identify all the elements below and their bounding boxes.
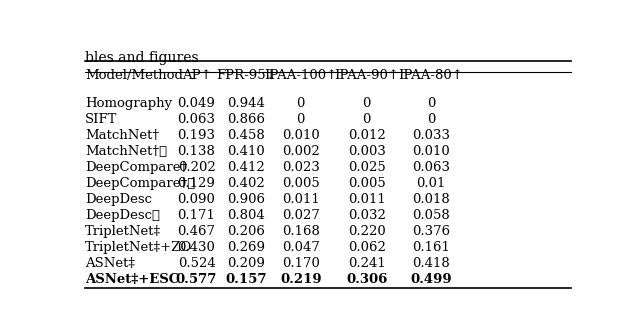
Text: 0.161: 0.161 xyxy=(412,241,450,254)
Text: bles and figures: bles and figures xyxy=(85,51,198,65)
Text: 0.220: 0.220 xyxy=(348,225,385,238)
Text: 0.063: 0.063 xyxy=(412,161,450,174)
Text: 0.376: 0.376 xyxy=(412,225,450,238)
Text: IPAA-80↑: IPAA-80↑ xyxy=(399,69,463,81)
Text: 0.049: 0.049 xyxy=(178,97,216,110)
Text: Homography: Homography xyxy=(85,97,172,110)
Text: 0.011: 0.011 xyxy=(282,193,319,206)
Text: 0.063: 0.063 xyxy=(177,113,216,126)
Text: 0.033: 0.033 xyxy=(412,129,450,142)
Text: 0.206: 0.206 xyxy=(227,225,265,238)
Text: 0.219: 0.219 xyxy=(280,273,321,286)
Text: AP↑: AP↑ xyxy=(182,69,211,81)
Text: DeepCompare†★: DeepCompare†★ xyxy=(85,177,195,190)
Text: 0.157: 0.157 xyxy=(225,273,267,286)
Text: 0.003: 0.003 xyxy=(348,145,386,158)
Text: MatchNet†★: MatchNet†★ xyxy=(85,145,167,158)
Text: 0.577: 0.577 xyxy=(176,273,217,286)
Text: 0.402: 0.402 xyxy=(227,177,265,190)
Text: 0.138: 0.138 xyxy=(178,145,216,158)
Text: ASNet‡+ESC: ASNet‡+ESC xyxy=(85,273,179,286)
Text: 0.170: 0.170 xyxy=(282,257,319,270)
Text: 0.062: 0.062 xyxy=(348,241,386,254)
Text: SIFT: SIFT xyxy=(85,113,117,126)
Text: DeepDesc: DeepDesc xyxy=(85,193,152,206)
Text: 0.027: 0.027 xyxy=(282,209,319,222)
Text: Model/Method: Model/Method xyxy=(85,69,183,81)
Text: 0: 0 xyxy=(296,97,305,110)
Text: 0.171: 0.171 xyxy=(178,209,216,222)
Text: 0.168: 0.168 xyxy=(282,225,319,238)
Text: ASNet‡: ASNet‡ xyxy=(85,257,135,270)
Text: 0.193: 0.193 xyxy=(177,129,216,142)
Text: DeepCompare†: DeepCompare† xyxy=(85,161,188,174)
Text: 0.002: 0.002 xyxy=(282,145,319,158)
Text: 0.058: 0.058 xyxy=(412,209,450,222)
Text: IPAA-90↑: IPAA-90↑ xyxy=(334,69,399,81)
Text: 0.012: 0.012 xyxy=(348,129,385,142)
Text: 0.010: 0.010 xyxy=(282,129,319,142)
Text: 0.866: 0.866 xyxy=(227,113,265,126)
Text: 0: 0 xyxy=(296,113,305,126)
Text: 0.025: 0.025 xyxy=(348,161,385,174)
Text: 0.269: 0.269 xyxy=(227,241,265,254)
Text: 0.01: 0.01 xyxy=(417,177,446,190)
Text: 0.944: 0.944 xyxy=(227,97,265,110)
Text: 0.906: 0.906 xyxy=(227,193,265,206)
Text: 0.010: 0.010 xyxy=(412,145,450,158)
Text: FPR-95↓: FPR-95↓ xyxy=(216,69,276,81)
Text: TripletNet‡+ZO: TripletNet‡+ZO xyxy=(85,241,192,254)
Text: 0.047: 0.047 xyxy=(282,241,319,254)
Text: 0.011: 0.011 xyxy=(348,193,385,206)
Text: 0.241: 0.241 xyxy=(348,257,385,270)
Text: 0.306: 0.306 xyxy=(346,273,387,286)
Text: 0.209: 0.209 xyxy=(227,257,265,270)
Text: 0.524: 0.524 xyxy=(178,257,216,270)
Text: 0.418: 0.418 xyxy=(412,257,450,270)
Text: 0.018: 0.018 xyxy=(412,193,450,206)
Text: 0: 0 xyxy=(362,97,371,110)
Text: MatchNet†: MatchNet† xyxy=(85,129,159,142)
Text: 0.804: 0.804 xyxy=(227,209,265,222)
Text: 0.412: 0.412 xyxy=(227,161,265,174)
Text: 0.023: 0.023 xyxy=(282,161,319,174)
Text: 0: 0 xyxy=(362,113,371,126)
Text: 0: 0 xyxy=(427,113,435,126)
Text: 0.410: 0.410 xyxy=(227,145,265,158)
Text: IPAA-100↑: IPAA-100↑ xyxy=(264,69,337,81)
Text: 0.467: 0.467 xyxy=(177,225,216,238)
Text: 0.458: 0.458 xyxy=(227,129,265,142)
Text: 0.430: 0.430 xyxy=(178,241,216,254)
Text: 0.005: 0.005 xyxy=(282,177,319,190)
Text: 0: 0 xyxy=(427,97,435,110)
Text: 0.005: 0.005 xyxy=(348,177,385,190)
Text: 0.032: 0.032 xyxy=(348,209,386,222)
Text: 0.090: 0.090 xyxy=(178,193,216,206)
Text: TripletNet‡: TripletNet‡ xyxy=(85,225,161,238)
Text: 0.499: 0.499 xyxy=(410,273,452,286)
Text: DeepDesc★: DeepDesc★ xyxy=(85,209,160,222)
Text: 0.202: 0.202 xyxy=(178,161,216,174)
Text: 0.129: 0.129 xyxy=(178,177,216,190)
